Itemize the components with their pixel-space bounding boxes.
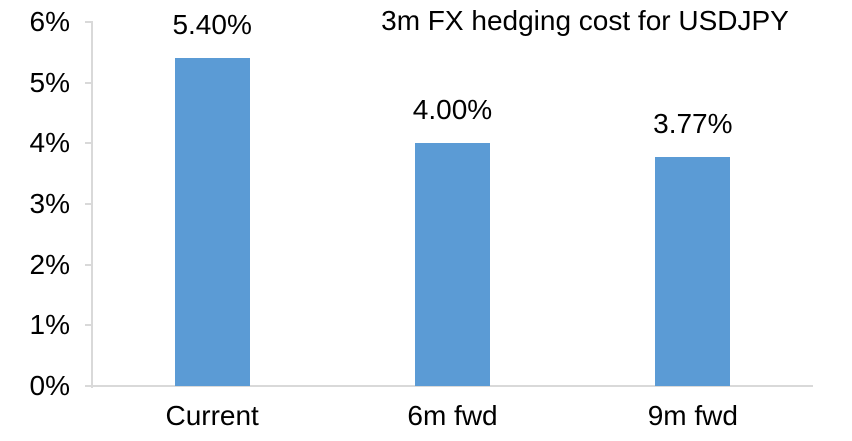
- y-tick-label: 0%: [29, 370, 70, 401]
- y-tick-label: 6%: [29, 6, 70, 37]
- x-category-label: Current: [165, 400, 259, 431]
- chart-title: 3m FX hedging cost for USDJPY: [381, 5, 789, 36]
- x-axis-line: [91, 385, 813, 387]
- y-tick-label: 3%: [29, 188, 70, 219]
- y-tick-mark: [85, 142, 91, 145]
- bar-6m-fwd: [415, 143, 490, 386]
- bar-value-label: 5.40%: [172, 9, 252, 41]
- y-tick-label: 5%: [29, 66, 70, 98]
- bar-current: [174, 58, 250, 386]
- y-tick-mark: [85, 203, 91, 205]
- x-category-label: 9m fwd: [647, 400, 738, 431]
- y-tick-label: 4%: [29, 127, 70, 159]
- y-axis-line: [91, 21, 93, 388]
- y-tick-mark: [85, 385, 91, 387]
- y-tick-mark: [85, 21, 91, 23]
- x-category-label: 6m fwd: [407, 400, 498, 431]
- y-tick-mark: [85, 263, 91, 266]
- y-tick-mark: [85, 81, 91, 84]
- bar-value-label: 4.00%: [412, 94, 493, 126]
- bar-9m-fwd: [655, 157, 731, 386]
- y-tick-label: 2%: [29, 248, 70, 280]
- bar-value-label: 3.77%: [653, 108, 733, 140]
- y-tick-mark: [85, 324, 91, 327]
- y-tick-label: 1%: [29, 309, 70, 341]
